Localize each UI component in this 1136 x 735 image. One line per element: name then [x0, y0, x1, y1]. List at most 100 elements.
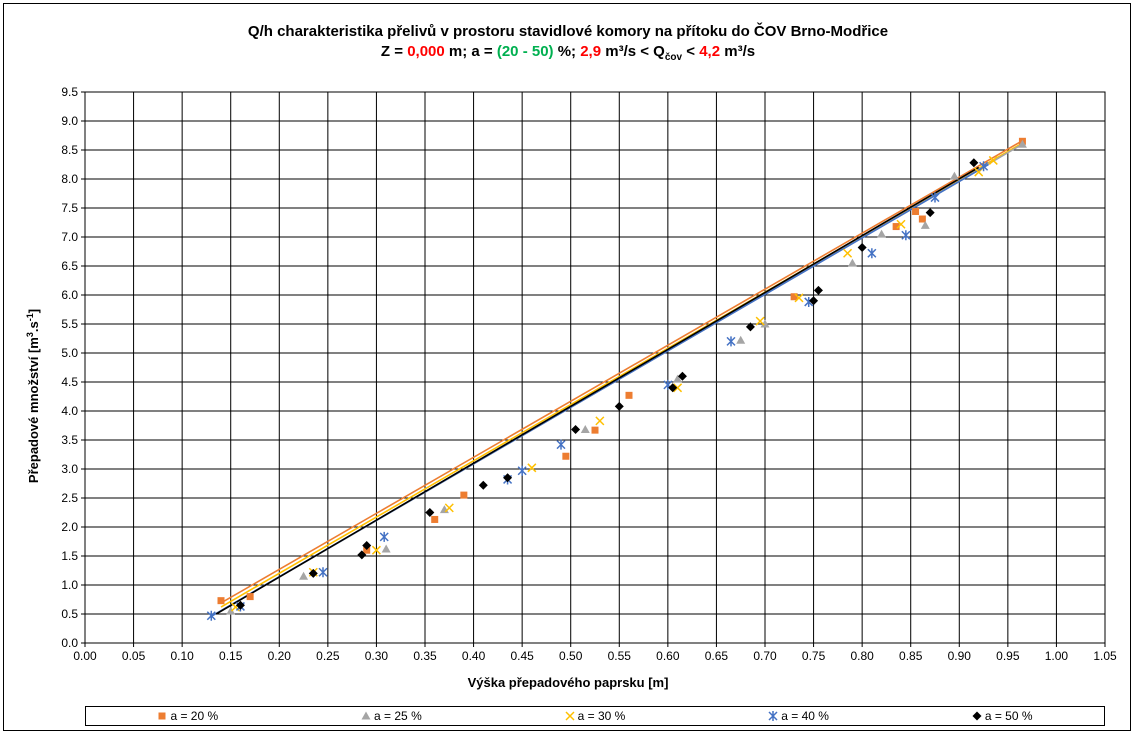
- y-tick-label: 6.5: [61, 259, 78, 273]
- y-tick-label: 0.0: [61, 636, 78, 650]
- data-point: [925, 208, 935, 218]
- data-point: [595, 416, 605, 426]
- data-point: [226, 606, 236, 615]
- data-point: [918, 215, 926, 223]
- data-point: [478, 480, 488, 490]
- legend-label: a = 30 %: [577, 709, 626, 723]
- y-tick-label: 3.5: [61, 433, 78, 447]
- data-point: [760, 319, 770, 328]
- data-point: [745, 322, 755, 332]
- data-point: [813, 285, 823, 295]
- data-point: [371, 545, 381, 555]
- y-tick-label: 2.5: [61, 491, 78, 505]
- data-point: [206, 610, 216, 621]
- data-point: [625, 391, 633, 399]
- y-tick-label: 0.5: [61, 607, 78, 621]
- subtitle-part: Z =: [380, 43, 408, 60]
- data-point: [517, 465, 527, 476]
- legend-marker: [158, 712, 166, 720]
- y-tick-label: 9.5: [61, 85, 78, 99]
- data-point: [912, 207, 920, 215]
- x-tick-label: 1.05: [1093, 649, 1117, 663]
- trendline: [220, 140, 1023, 604]
- y-tick-label: 3.0: [61, 462, 78, 476]
- x-tick-label: 0.00: [73, 649, 97, 663]
- legend-label: a = 40 %: [781, 709, 829, 723]
- data-point: [790, 293, 798, 301]
- x-axis-label: Výška přepadového paprsku [m]: [467, 675, 669, 690]
- x-tick-label: 1.00: [1045, 649, 1069, 663]
- data-point: [930, 192, 940, 203]
- tick-labels: 0.00 0.05 0.10 0.15 0.20 0.25 0.30 0.35 0.40 0.45…: [61, 85, 1117, 663]
- x-tick-label: 0.80: [850, 649, 874, 663]
- subtitle-part: m³/s < Q: [601, 43, 665, 60]
- data-point: [755, 316, 765, 326]
- data-point: [556, 439, 566, 450]
- trendlines: [210, 140, 1023, 618]
- data-point: [460, 491, 468, 499]
- y-tick-label: 5.5: [61, 317, 78, 331]
- y-tick-label: 7.5: [61, 201, 78, 215]
- data-point: [363, 546, 371, 554]
- y-tick-label: 1.5: [61, 549, 78, 563]
- data-point: [892, 223, 900, 231]
- y-axis-label: Přepadové množství [m3.s-1]: [25, 309, 41, 483]
- legend-item: a = 25 %: [361, 709, 422, 723]
- data-point: [591, 426, 599, 434]
- data-point: [444, 503, 454, 513]
- y-tick-label: 7.0: [61, 230, 78, 244]
- subtitle-part: %;: [553, 43, 581, 60]
- y-label-mid: .s: [26, 321, 42, 333]
- data-point: [562, 452, 570, 460]
- x-tick-label: 0.20: [268, 649, 292, 663]
- legend-marker-icon: [565, 711, 575, 721]
- legend-item: a = 30 %: [565, 709, 626, 723]
- x-tick-label: 0.35: [413, 649, 437, 663]
- y-tick-label: 2.0: [61, 520, 78, 534]
- subtitle-part: m; a =: [444, 43, 497, 60]
- data-point: [847, 258, 857, 267]
- data-point: [736, 335, 746, 344]
- x-tick-label: 0.50: [559, 649, 583, 663]
- y-label-sup2: -1: [24, 313, 35, 322]
- data-point: [677, 371, 687, 381]
- y-tick-label: 4.5: [61, 375, 78, 389]
- legend-label: a = 50 %: [984, 709, 1033, 723]
- y-label-end: ]: [26, 308, 42, 314]
- x-tick-label: 0.65: [705, 649, 729, 663]
- data-point: [809, 296, 819, 306]
- y-label-main: Přepadové množství [m: [26, 337, 42, 484]
- data-point: [357, 550, 367, 560]
- legend-item: a = 40 %: [768, 709, 829, 723]
- data-point: [843, 248, 853, 258]
- grid: [81, 91, 1106, 647]
- legend-label: a = 20 %: [170, 709, 219, 723]
- data-point: [877, 229, 887, 238]
- x-tick-label: 0.70: [753, 649, 777, 663]
- legend-marker-icon: [361, 711, 371, 720]
- data-point: [673, 383, 683, 393]
- data-point: [988, 155, 998, 165]
- x-tick-label: 0.10: [170, 649, 194, 663]
- y-tick-label: 9.0: [61, 114, 78, 128]
- y-tick-label: 8.5: [61, 143, 78, 157]
- y-tick-label: 4.0: [61, 404, 78, 418]
- data-point: [920, 220, 930, 229]
- legend-marker: [768, 711, 778, 721]
- legend-marker: [565, 711, 575, 721]
- trendline: [215, 166, 980, 615]
- x-tick-label: 0.15: [219, 649, 243, 663]
- z-value: 0,000: [407, 43, 445, 60]
- a-range: (20 - 50): [496, 43, 554, 60]
- x-tick-label: 0.45: [510, 649, 534, 663]
- data-point: [949, 171, 959, 180]
- data-point: [299, 571, 309, 580]
- data-point: [235, 600, 245, 610]
- x-tick-label: 0.75: [802, 649, 826, 663]
- data-point: [431, 515, 439, 523]
- chart-frame: [3, 3, 1131, 731]
- q-max: 4,2: [699, 43, 721, 60]
- data-point: [308, 568, 318, 578]
- data-point: [857, 242, 867, 252]
- data-point: [673, 374, 683, 383]
